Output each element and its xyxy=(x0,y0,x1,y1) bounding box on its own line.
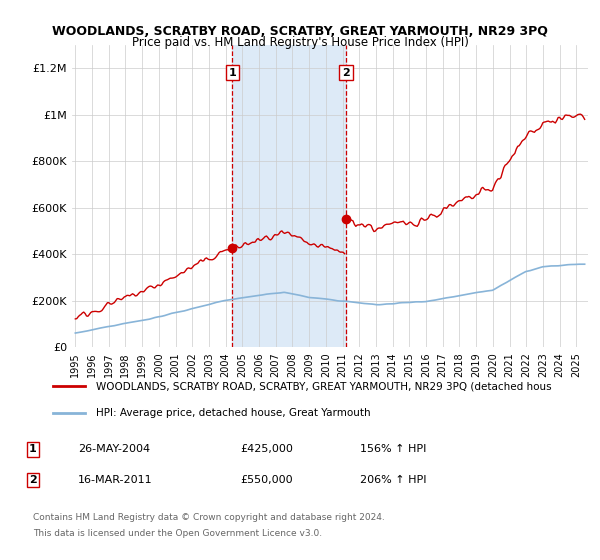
Bar xyxy=(232,45,346,347)
Text: 2: 2 xyxy=(342,68,350,78)
Text: £425,000: £425,000 xyxy=(240,445,293,454)
Text: WOODLANDS, SCRATBY ROAD, SCRATBY, GREAT YARMOUTH, NR29 3PQ (detached hous: WOODLANDS, SCRATBY ROAD, SCRATBY, GREAT … xyxy=(96,381,551,391)
Text: 16-MAR-2011: 16-MAR-2011 xyxy=(78,475,152,485)
Text: Contains HM Land Registry data © Crown copyright and database right 2024.: Contains HM Land Registry data © Crown c… xyxy=(33,513,385,522)
Text: WOODLANDS, SCRATBY ROAD, SCRATBY, GREAT YARMOUTH, NR29 3PQ: WOODLANDS, SCRATBY ROAD, SCRATBY, GREAT … xyxy=(52,25,548,38)
Text: 26-MAY-2004: 26-MAY-2004 xyxy=(78,445,150,454)
Text: £550,000: £550,000 xyxy=(240,475,293,485)
Text: 2: 2 xyxy=(29,475,37,485)
Text: 1: 1 xyxy=(229,68,236,78)
Text: This data is licensed under the Open Government Licence v3.0.: This data is licensed under the Open Gov… xyxy=(33,529,322,538)
Text: HPI: Average price, detached house, Great Yarmouth: HPI: Average price, detached house, Grea… xyxy=(96,408,371,418)
Text: 1: 1 xyxy=(29,445,37,454)
Text: 206% ↑ HPI: 206% ↑ HPI xyxy=(360,475,427,485)
Text: Price paid vs. HM Land Registry's House Price Index (HPI): Price paid vs. HM Land Registry's House … xyxy=(131,36,469,49)
Text: 156% ↑ HPI: 156% ↑ HPI xyxy=(360,445,427,454)
